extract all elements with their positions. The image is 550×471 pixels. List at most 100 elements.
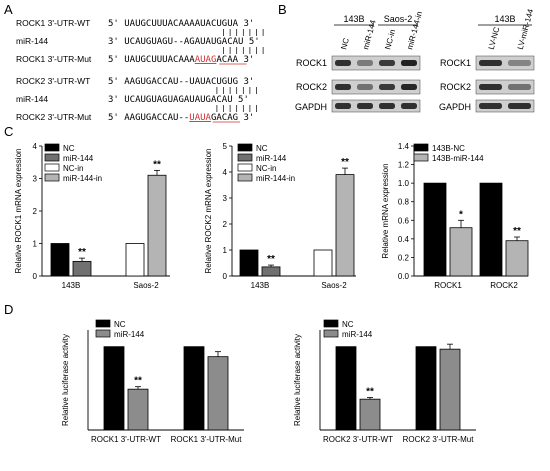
panel-letter-b: B bbox=[278, 2, 287, 17]
legend-label: miR-144 bbox=[342, 330, 373, 339]
blot-band bbox=[508, 84, 531, 90]
legend-label: NC bbox=[63, 144, 75, 153]
sequence-segment: 3' UCAUGUAGU--AGAUAUGACAU 5' bbox=[108, 37, 260, 47]
bar bbox=[313, 249, 333, 277]
panel-a-sequences: ROCK1 3'-UTR-WT 5' UAUGCUUUACAAAAUACUGUA … bbox=[16, 18, 264, 123]
group-label: 143B bbox=[494, 14, 515, 24]
significance-label: ** bbox=[78, 247, 86, 258]
y-tick-label: 4 bbox=[33, 142, 38, 151]
x-tick-label: Saos-2 bbox=[321, 281, 347, 290]
significance-label: ** bbox=[366, 387, 374, 398]
group-label: 143B bbox=[343, 14, 364, 24]
y-tick-label: 0.4 bbox=[398, 235, 410, 244]
y-tick-label: 1.2 bbox=[398, 161, 410, 170]
y-axis-label: Relative luciferase activity bbox=[61, 334, 70, 426]
group-label: Saos-2 bbox=[384, 14, 413, 24]
blot-row-label: ROCK2 bbox=[440, 82, 471, 92]
bar bbox=[439, 348, 461, 431]
sequence-segment: 3' UCAUGUAGUAGAUAUGACAU 5' bbox=[108, 95, 249, 105]
bar bbox=[261, 266, 281, 277]
x-tick-label: ROCK2 3'-UTR-WT bbox=[323, 435, 393, 444]
legend-label: 143B-NC bbox=[432, 144, 465, 153]
blot-band bbox=[357, 84, 373, 90]
legend-swatch bbox=[237, 173, 253, 182]
y-tick-label: 3 bbox=[33, 175, 38, 184]
sequence-row-label: ROCK1 3'-UTR-WT bbox=[16, 18, 90, 28]
y-axis-label: Relative ROCK2 mRNA expression bbox=[204, 149, 213, 274]
blot-band bbox=[479, 84, 502, 90]
legend-swatch bbox=[44, 173, 60, 182]
y-tick-label: 2 bbox=[33, 207, 38, 216]
bar bbox=[127, 388, 149, 431]
x-tick-label: 143B bbox=[62, 281, 81, 290]
bar bbox=[423, 182, 447, 277]
x-tick-label: ROCK1 bbox=[434, 281, 462, 290]
blot-membrane bbox=[331, 79, 421, 95]
bar bbox=[335, 174, 355, 277]
blot-membrane bbox=[475, 79, 535, 95]
significance-label: ** bbox=[267, 254, 275, 265]
sequence-segment: GACAG 3' bbox=[211, 113, 254, 123]
bar-chart: 0 1 2 3 4 Relative ROCK1 mRNA expression ** ** 1… bbox=[14, 142, 170, 290]
blot-membrane bbox=[331, 99, 421, 113]
panel-b-western-blots: 143B Saos-2NC miR-144 NC-in miR-144-inROCK1R… bbox=[295, 7, 535, 113]
blot-band bbox=[479, 103, 502, 109]
bar bbox=[449, 227, 473, 277]
x-tick-label: ROCK1 3'-UTR-WT bbox=[91, 435, 161, 444]
legend-label: miR-144-in bbox=[256, 174, 295, 183]
y-tick-label: 5 bbox=[223, 142, 228, 151]
legend-swatch bbox=[237, 143, 253, 152]
y-tick-label: 1.4 bbox=[398, 142, 410, 151]
bar bbox=[50, 243, 70, 277]
sequence-text: 3' UCAUGUAGU--AGAUAUGACAU 5' bbox=[108, 37, 260, 47]
blot-band bbox=[335, 103, 351, 109]
y-tick-label: 2 bbox=[223, 220, 228, 229]
blot-band bbox=[379, 60, 395, 66]
legend-label: NC bbox=[342, 320, 354, 329]
legend-swatch bbox=[323, 329, 339, 338]
y-tick-label: 0.2 bbox=[398, 253, 410, 262]
blot-band bbox=[508, 60, 531, 66]
lane-label: LV-NC bbox=[487, 26, 502, 51]
y-axis-label: Relative mRNA expression bbox=[381, 163, 390, 258]
x-tick-label: ROCK1 3'-UTR-Mut bbox=[171, 435, 243, 444]
blot-membrane bbox=[331, 55, 421, 71]
legend-label: miR-144 bbox=[114, 330, 145, 339]
legend-swatch bbox=[44, 163, 60, 172]
legend-label: NC bbox=[114, 320, 126, 329]
y-tick-label: 1.0 bbox=[398, 179, 410, 188]
blot-row-label: ROCK1 bbox=[296, 58, 327, 68]
y-tick-label: 1 bbox=[223, 246, 228, 255]
legend-label: miR-144 bbox=[256, 154, 287, 163]
legend-swatch bbox=[237, 153, 253, 162]
y-tick-label: 0.8 bbox=[398, 198, 410, 207]
blot-band bbox=[357, 103, 373, 109]
blot-band bbox=[335, 84, 351, 90]
bar bbox=[415, 346, 437, 431]
bar-chart: 0 1 2 3 4 5 Relative ROCK2 mRNA expression ** **… bbox=[204, 142, 356, 290]
x-tick-label: Saos-2 bbox=[133, 281, 159, 290]
x-tick-label: ROCK2 3'-UTR-Mut bbox=[403, 435, 475, 444]
sequence-row-label: miR-144 bbox=[16, 94, 48, 104]
significance-label: ** bbox=[341, 157, 349, 168]
x-tick-label: 143B bbox=[251, 281, 270, 290]
bar bbox=[239, 249, 259, 277]
sequence-segment: 5' AAGUGACCAU--UAUACUGUG 3' bbox=[108, 77, 254, 87]
legend-label: NC-in bbox=[256, 164, 276, 173]
significance-label: ** bbox=[513, 226, 521, 237]
x-tick-label: ROCK2 bbox=[490, 281, 518, 290]
legend-swatch bbox=[95, 329, 111, 338]
blot-row-label: ROCK2 bbox=[296, 82, 327, 92]
blot-membrane bbox=[475, 55, 535, 71]
blot-band bbox=[401, 84, 417, 90]
blot-band bbox=[357, 60, 373, 66]
legend-swatch bbox=[323, 319, 339, 328]
bar-chart: 0.0 0.2 0.4 0.6 0.8 1.0 1.2 1.4 Relative mRNA ex… bbox=[381, 142, 529, 290]
blot-row-label: ROCK1 bbox=[440, 58, 471, 68]
y-tick-label: 4 bbox=[223, 168, 228, 177]
y-tick-label: 1 bbox=[33, 240, 38, 249]
sequence-text: 3' UCAUGUAGUAGAUAUGACAU 5' bbox=[108, 95, 249, 105]
y-tick-label: 0 bbox=[223, 272, 228, 281]
legend-label: NC-in bbox=[63, 164, 83, 173]
